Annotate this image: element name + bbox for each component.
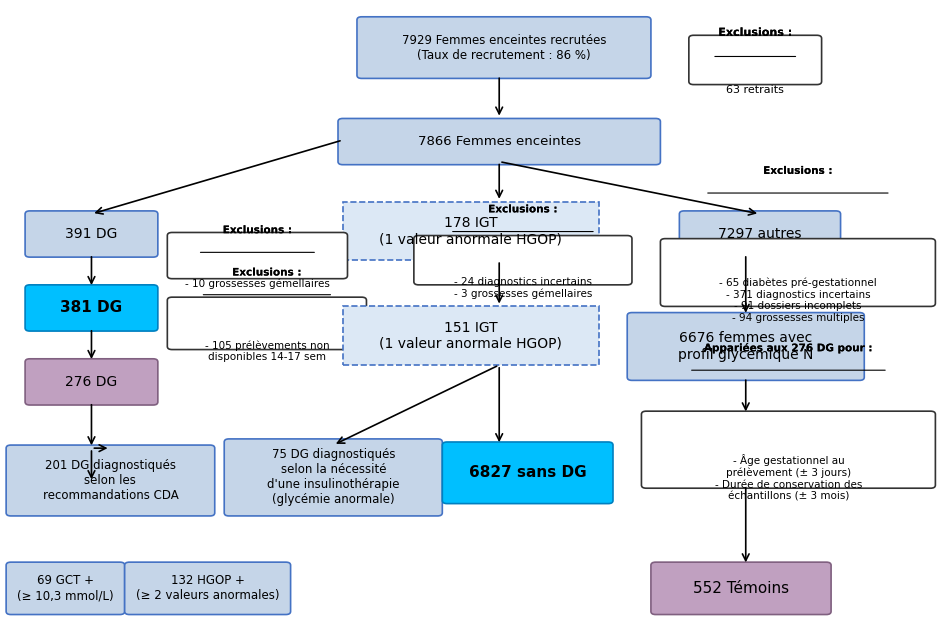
Text: - 24 diagnostics incertains
- 3 grossesses gémellaires: - 24 diagnostics incertains - 3 grossess… (454, 277, 592, 299)
Polygon shape (342, 202, 599, 260)
Text: 6676 femmes avec
profil glycémique N: 6676 femmes avec profil glycémique N (678, 331, 813, 362)
Text: 178 IGT
(1 valeur anormale HGOP): 178 IGT (1 valeur anormale HGOP) (379, 216, 562, 246)
Text: 7929 Femmes enceintes recrutées
(Taux de recrutement : 86 %): 7929 Femmes enceintes recrutées (Taux de… (401, 33, 606, 62)
Text: 391 DG: 391 DG (66, 227, 118, 241)
FancyBboxPatch shape (6, 562, 125, 615)
Text: Appariées aux 276 DG pour :: Appariées aux 276 DG pour : (704, 343, 873, 353)
Polygon shape (342, 306, 599, 365)
FancyBboxPatch shape (660, 239, 936, 306)
Text: 381 DG: 381 DG (61, 300, 123, 316)
Text: 7297 autres: 7297 autres (718, 227, 802, 241)
Text: Exclusions :: Exclusions : (764, 166, 832, 176)
FancyBboxPatch shape (679, 211, 841, 257)
Text: 151 IGT
(1 valeur anormale HGOP): 151 IGT (1 valeur anormale HGOP) (379, 321, 562, 351)
FancyBboxPatch shape (338, 118, 660, 165)
Text: 201 DG diagnostiqués
selon les
recommandations CDA: 201 DG diagnostiqués selon les recommand… (43, 459, 178, 502)
Text: Exclusions :: Exclusions : (488, 204, 557, 214)
FancyBboxPatch shape (125, 562, 291, 615)
FancyBboxPatch shape (25, 285, 158, 331)
Text: 69 GCT +
(≥ 10,3 mmol/L): 69 GCT + (≥ 10,3 mmol/L) (17, 574, 114, 602)
Text: 75 DG diagnostiqués
selon la nécessité
d'une insulinothérapie
(glycémie anormale: 75 DG diagnostiqués selon la nécessité d… (267, 448, 399, 506)
Text: 276 DG: 276 DG (66, 375, 118, 389)
Text: - 105 prélèvements non
disponibles 14-17 sem: - 105 prélèvements non disponibles 14-17… (204, 340, 329, 362)
Text: - 65 diabètes pré-gestationnel
- 371 diagnostics incertains
- 91 dossiers incomp: - 65 diabètes pré-gestationnel - 371 dia… (719, 277, 877, 323)
Text: 552 Témoins: 552 Témoins (693, 581, 789, 596)
Text: Exclusions :: Exclusions : (223, 225, 292, 235)
FancyBboxPatch shape (689, 35, 822, 85)
Text: 132 HGOP +
(≥ 2 valeurs anormales): 132 HGOP + (≥ 2 valeurs anormales) (136, 574, 280, 602)
FancyBboxPatch shape (442, 442, 613, 504)
Text: 6827 sans DG: 6827 sans DG (469, 465, 587, 480)
FancyBboxPatch shape (167, 297, 366, 350)
FancyBboxPatch shape (25, 211, 158, 257)
FancyBboxPatch shape (628, 313, 864, 380)
FancyBboxPatch shape (167, 233, 347, 279)
Text: Exclusions :: Exclusions : (232, 267, 301, 277)
FancyBboxPatch shape (357, 17, 650, 79)
FancyBboxPatch shape (414, 236, 632, 285)
Text: 7866 Femmes enceintes: 7866 Femmes enceintes (417, 135, 581, 148)
FancyBboxPatch shape (25, 359, 158, 405)
FancyBboxPatch shape (224, 439, 442, 516)
FancyBboxPatch shape (650, 562, 831, 615)
FancyBboxPatch shape (6, 445, 215, 516)
Text: - 10 grossesses gémellaires: - 10 grossesses gémellaires (185, 278, 330, 288)
Text: 63 retraits: 63 retraits (727, 85, 785, 95)
FancyBboxPatch shape (641, 411, 936, 488)
Text: Exclusions :: Exclusions : (718, 28, 792, 38)
Text: - Âge gestationnel au
prélèvement (± 3 jours)
- Durée de conservation des
échant: - Âge gestationnel au prélèvement (± 3 j… (715, 454, 863, 501)
